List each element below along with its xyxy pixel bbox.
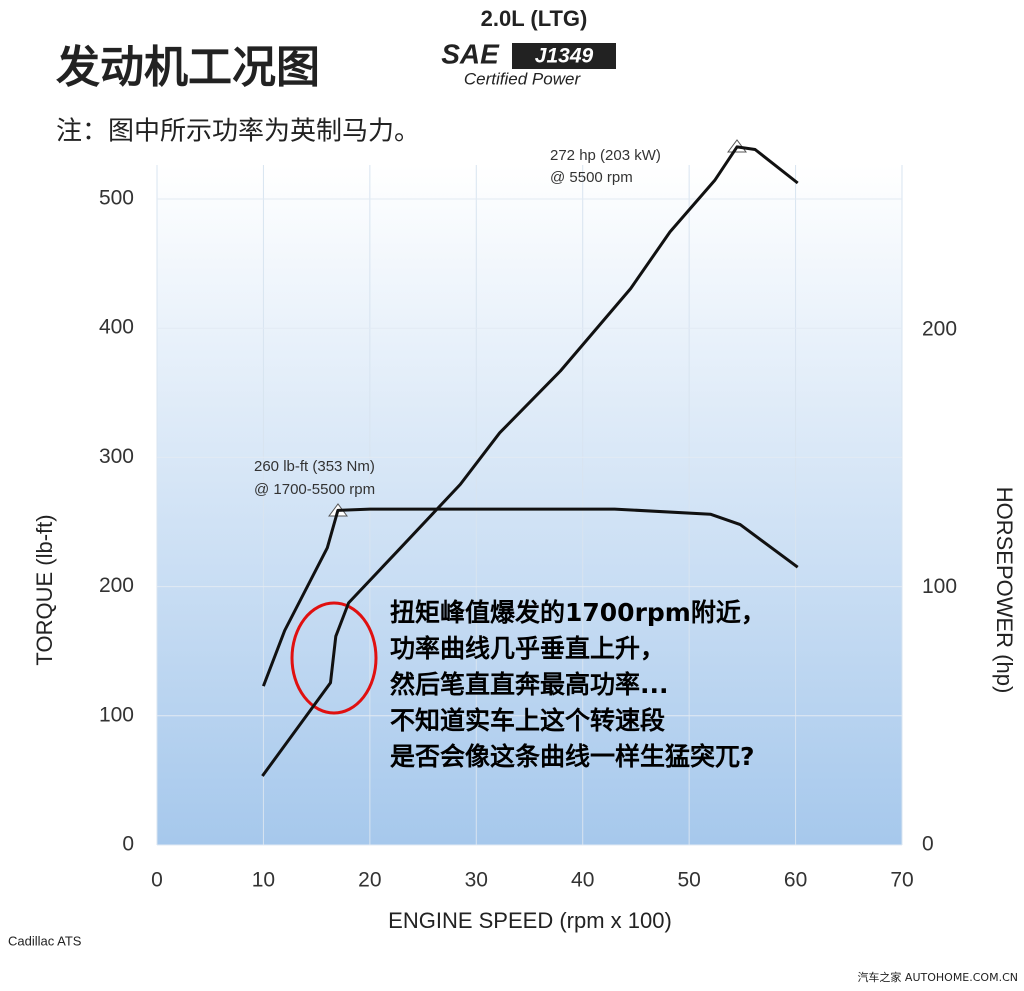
chart-title: 发动机工况图 <box>56 42 320 93</box>
x-axis-title: ENGINE SPEED (rpm x 100) <box>388 908 672 933</box>
comment-line: 是否会像这条曲线一样生猛突兀? <box>390 742 755 771</box>
x-tick-label: 50 <box>677 869 700 892</box>
watermark: 汽车之家 AUTOHOME.COM.CN <box>857 970 1018 984</box>
x-tick-label: 10 <box>252 869 275 892</box>
comment-line: 扭矩峰值爆发的1700rpm附近， <box>390 598 766 627</box>
sae-logo: SAE <box>441 38 500 69</box>
plot-area <box>157 165 902 845</box>
series-line <box>261 507 799 687</box>
x-tick-label: 40 <box>571 869 594 892</box>
certification-label: Certified Power <box>464 69 582 88</box>
comment-line: 不知道实车上这个转速段 <box>390 706 665 735</box>
annotation: @ 5500 rpm <box>550 169 633 186</box>
standard-box <box>512 43 616 69</box>
x-tick-label: 70 <box>890 869 913 892</box>
y-tick-label: 100 <box>99 703 134 726</box>
y2-tick-label: 200 <box>922 317 957 340</box>
x-tick-label: 0 <box>151 869 163 892</box>
y-tick-label: 200 <box>99 574 134 597</box>
annotation: 272 hp (203 kW) <box>550 147 661 164</box>
annotation: @ 1700-5500 rpm <box>254 481 375 498</box>
x-tick-label: 60 <box>784 869 807 892</box>
source: Cadillac ATS <box>8 933 82 948</box>
highlight-circle <box>290 601 378 715</box>
series-line <box>261 145 799 777</box>
comment-line: 功率曲线几乎垂直上升， <box>390 634 665 663</box>
y-tick-label: 500 <box>99 187 134 210</box>
y2-axis-title: HORSEPOWER (hp) <box>992 487 1017 694</box>
y-tick-label: 0 <box>122 833 134 856</box>
subtitle: 注：图中所示功率为英制马力。 <box>56 117 420 147</box>
annotation: 260 lb-ft (353 Nm) <box>254 458 375 475</box>
y2-tick-label: 100 <box>922 575 957 598</box>
y-tick-label: 400 <box>99 316 134 339</box>
comment-line: 然后笔直直奔最高功率... <box>390 670 669 699</box>
standard-label: J1349 <box>535 45 594 68</box>
x-tick-label: 20 <box>358 869 381 892</box>
x-tick-label: 30 <box>465 869 488 892</box>
engine-label: 2.0L (LTG) <box>481 6 588 31</box>
y2-tick-label: 0 <box>922 833 934 856</box>
y-tick-label: 300 <box>99 445 134 468</box>
y-axis-title: TORQUE (lb-ft) <box>32 514 57 665</box>
